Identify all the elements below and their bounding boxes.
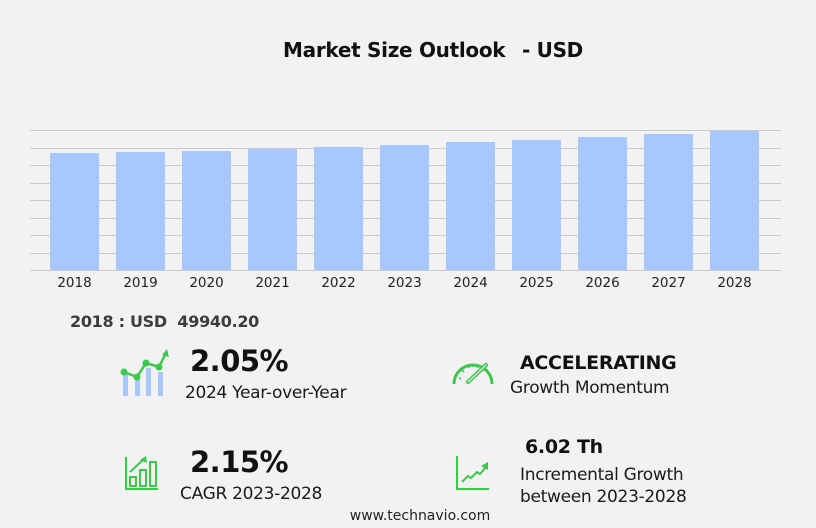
momentum-value: ACCELERATING: [520, 352, 677, 374]
incremental-value: 6.02 Th: [525, 436, 603, 458]
x-axis-label: 2022: [321, 275, 356, 291]
x-axis-label: 2025: [519, 275, 554, 291]
x-axis-label: 2028: [717, 275, 752, 291]
bar-2019: [116, 151, 165, 270]
bar-2020: [182, 150, 231, 270]
speedometer-icon: [452, 363, 494, 385]
x-axis-label: 2021: [255, 275, 290, 291]
x-axis-label: 2020: [189, 275, 224, 291]
yoy-value: 2.05%: [190, 344, 289, 378]
bar-line-growth-icon: [120, 349, 169, 396]
bar-2024: [446, 142, 495, 270]
chart-title-text: Market Size Outlook: [283, 38, 506, 62]
cagr-value: 2.15%: [190, 445, 289, 479]
bar-2022: [314, 147, 363, 270]
bar-chart: 2018 2019 2020 2021 2022 2023 2024 2025 2026 2027…: [30, 120, 782, 300]
base-year-value: 2018 : USD 49940.20: [70, 312, 260, 331]
x-axis-label: 2024: [453, 275, 488, 291]
bar-chart-arrow-icon: [125, 456, 158, 490]
bar-2021: [248, 148, 297, 270]
kpi-panel: [31, 330, 791, 528]
x-axis-label: 2018: [57, 275, 92, 291]
gridline: [30, 130, 781, 131]
x-axis-label: 2026: [585, 275, 620, 291]
cagr-label: CAGR 2023-2028: [180, 484, 323, 504]
x-axis-label: 2023: [387, 275, 422, 291]
bar-2023: [380, 144, 429, 270]
incremental-label-line1: Incremental Growth: [520, 465, 684, 485]
chart-title: Market Size Outlook - USD: [0, 38, 816, 62]
bar-2028: [710, 130, 759, 270]
bar-2025: [512, 139, 561, 270]
bar-2027: [644, 133, 693, 270]
bar-2018: [50, 153, 99, 270]
chart-title-currency: - USD: [521, 38, 583, 62]
bar-2026: [578, 136, 627, 270]
gridline: [30, 270, 781, 271]
x-axis-label: 2027: [651, 275, 686, 291]
momentum-label: Growth Momentum: [510, 378, 670, 398]
yoy-label: 2024 Year-over-Year: [185, 383, 347, 403]
incremental-label-line2: between 2023-2028: [520, 487, 687, 507]
source-link[interactable]: www.technavio.com: [349, 508, 491, 524]
x-axis-label: 2019: [123, 275, 158, 291]
trend-line-icon: [456, 456, 489, 490]
